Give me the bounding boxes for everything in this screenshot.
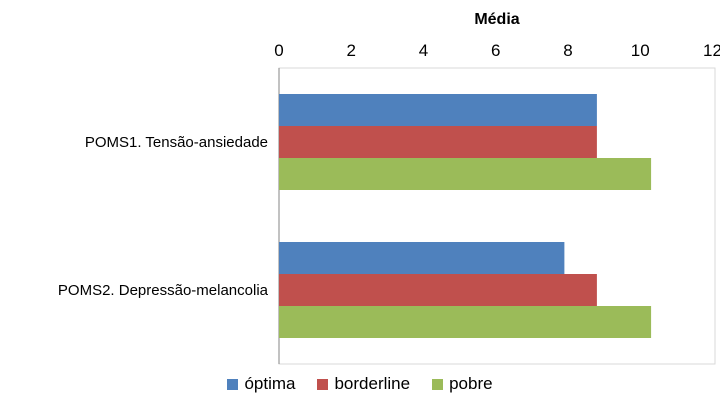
category-label: POMS1. Tensão-ansiedade (85, 134, 268, 151)
legend-swatch (317, 378, 329, 390)
bar-chart: Média 0 2 4 6 8 10 12 POMS1. Tensão-ansiedadeP… (58, 11, 720, 365)
x-tick-label: 10 (631, 41, 650, 60)
legend-item: borderline (317, 374, 410, 394)
legend-item: pobre (432, 374, 493, 394)
legend-label: óptima (244, 374, 296, 393)
bar-óptima-0 (279, 94, 597, 126)
x-tick-label: 0 (274, 41, 283, 60)
category-label: POMS2. Depressão-melancolia (58, 282, 269, 299)
x-tick-label: 4 (419, 41, 428, 60)
bar-óptima-1 (279, 242, 565, 274)
x-tick-label: 2 (347, 41, 356, 60)
legend: óptima borderline pobre (0, 374, 720, 394)
x-tick-labels: 0 2 4 6 8 10 12 (274, 41, 720, 60)
legend-item: óptima (227, 374, 295, 394)
bar-borderline-0 (279, 126, 597, 158)
legend-swatch (227, 378, 239, 390)
x-tick-label: 12 (703, 41, 720, 60)
bar-borderline-1 (279, 274, 597, 306)
x-tick-label: 8 (563, 41, 572, 60)
bar-pobre-0 (279, 158, 652, 190)
bars (279, 94, 652, 338)
x-axis-title: Média (474, 11, 519, 28)
legend-label: pobre (449, 374, 493, 393)
legend-swatch (432, 378, 444, 390)
legend-label: borderline (334, 374, 411, 393)
category-labels: POMS1. Tensão-ansiedade POMS2. Depressão-… (58, 134, 269, 299)
x-tick-label: 6 (491, 41, 500, 60)
bar-pobre-1 (279, 306, 652, 338)
